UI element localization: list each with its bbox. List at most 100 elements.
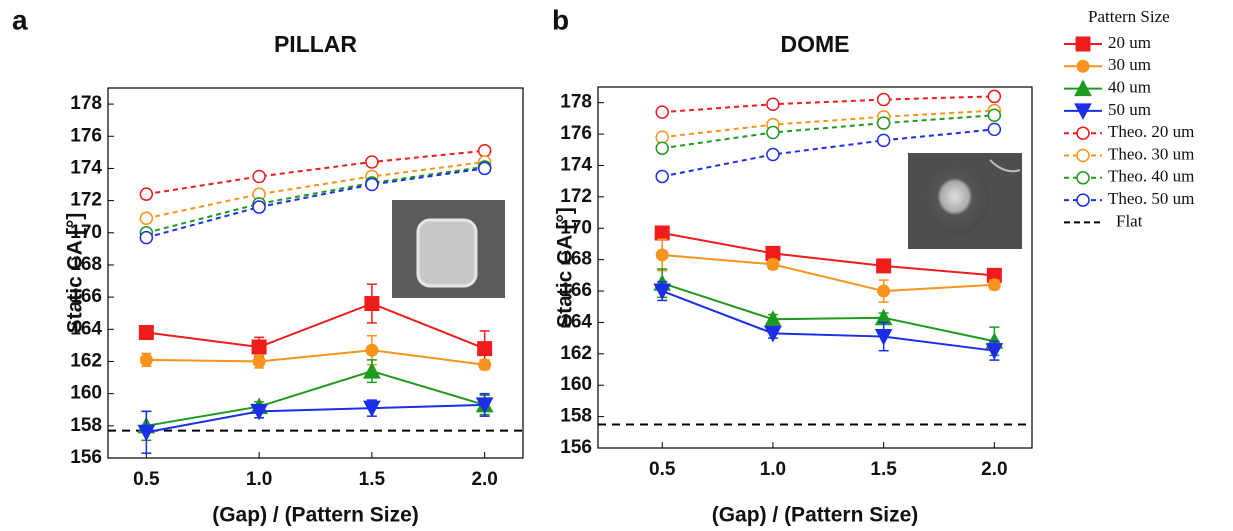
marker	[655, 105, 669, 119]
marker	[477, 161, 492, 176]
x-tick-label: 1.5	[870, 459, 897, 480]
series-line	[146, 161, 485, 220]
legend-label: Theo. 20 um	[1108, 122, 1194, 141]
y-tick-label: 170	[560, 217, 592, 238]
x-axis-label: (Gap) / (Pattern Size)	[212, 504, 419, 527]
marker	[252, 169, 266, 184]
plot-frame	[107, 87, 524, 459]
marker	[874, 329, 893, 346]
series-line	[662, 231, 995, 277]
marker	[876, 133, 891, 148]
legend-marker	[1076, 171, 1090, 185]
marker	[987, 278, 1001, 292]
marker	[764, 325, 782, 343]
marker	[365, 155, 379, 169]
marker	[877, 284, 891, 298]
series-line	[146, 167, 485, 239]
marker	[653, 283, 672, 301]
marker	[477, 341, 493, 357]
marker	[655, 130, 669, 144]
series-line	[662, 253, 995, 293]
marker	[365, 177, 379, 192]
y-tick-label: 176	[560, 123, 592, 144]
marker	[139, 230, 154, 245]
marker	[876, 116, 891, 130]
marker	[139, 187, 154, 201]
series-line	[662, 114, 995, 150]
x-axis-label: (Gap) / (Pattern Size)	[712, 504, 919, 527]
marker	[137, 424, 156, 442]
marker	[252, 354, 266, 368]
y-tick-label: 156	[70, 447, 102, 468]
series-line	[662, 95, 995, 114]
marker	[655, 169, 669, 184]
y-tick-label: 162	[560, 343, 592, 364]
legend-title: Pattern Size	[1088, 7, 1170, 26]
marker	[478, 358, 492, 372]
marker	[766, 97, 780, 112]
chart-title: PILLAR	[274, 31, 357, 57]
x-tick-label: 2.0	[471, 469, 497, 490]
marker	[876, 92, 891, 107]
marker	[985, 343, 1004, 360]
y-axis-label: Static CA [°]	[554, 207, 577, 328]
y-tick-label: 172	[70, 190, 102, 211]
y-tick-label: 158	[70, 415, 102, 436]
y-tick-label: 168	[70, 254, 102, 275]
legend-label: Theo. 30 um	[1108, 144, 1194, 163]
legend-marker	[1074, 103, 1092, 120]
series-line	[146, 370, 485, 427]
legend-label: Flat	[1116, 211, 1143, 230]
y-tick-label: 174	[70, 157, 102, 178]
series-line	[146, 349, 485, 366]
y-tick-label: 168	[560, 249, 592, 270]
x-tick-label: 0.5	[133, 469, 160, 490]
legend-label: 30 um	[1108, 55, 1151, 74]
marker	[363, 362, 381, 379]
marker	[766, 147, 780, 162]
marker	[655, 248, 669, 262]
inset-image	[392, 200, 505, 298]
marker	[364, 296, 380, 312]
legend-label: 40 um	[1108, 78, 1151, 97]
series-line	[661, 290, 995, 352]
legend-label: 20 um	[1108, 33, 1151, 52]
legend-label: 50 um	[1108, 100, 1151, 119]
legend-marker	[1076, 59, 1090, 73]
series-line	[661, 282, 995, 343]
y-tick-label: 170	[70, 222, 102, 243]
legend-marker	[1075, 36, 1091, 52]
x-tick-label: 1.0	[246, 469, 272, 490]
series-line	[146, 302, 486, 350]
marker	[654, 225, 670, 241]
y-tick-label: 176	[70, 125, 102, 146]
marker	[250, 403, 268, 421]
y-tick-label: 160	[70, 383, 102, 404]
marker	[987, 122, 1002, 137]
x-tick-label: 0.5	[649, 459, 676, 480]
y-tick-label: 156	[560, 437, 592, 458]
legend-label: Theo. 40 um	[1108, 167, 1194, 186]
series-line	[146, 403, 485, 434]
series-line	[146, 165, 485, 234]
x-tick-label: 1.0	[760, 459, 786, 480]
x-tick-label: 2.0	[981, 459, 1007, 480]
legend-marker	[1076, 148, 1090, 163]
marker	[987, 108, 1002, 123]
panel-label: b	[552, 4, 569, 35]
marker	[251, 339, 267, 355]
marker	[365, 343, 379, 357]
inset-image	[908, 153, 1022, 249]
panel-label: a	[12, 4, 28, 35]
series-line	[662, 128, 995, 178]
plot-frame	[597, 86, 1033, 449]
y-tick-label: 164	[70, 318, 102, 339]
marker	[655, 141, 669, 155]
marker	[987, 89, 1002, 104]
marker	[766, 125, 780, 140]
marker	[139, 353, 153, 367]
marker	[139, 211, 154, 226]
marker	[766, 257, 780, 271]
legend-marker	[1074, 79, 1092, 97]
